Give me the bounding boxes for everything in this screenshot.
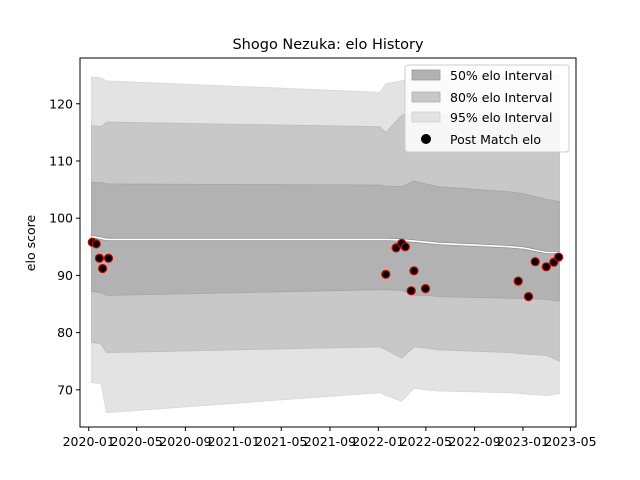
post-match-elo-point <box>420 284 431 294</box>
post-match-elo-point <box>103 253 114 263</box>
legend-marker-post-match <box>421 134 431 144</box>
legend-label-50: 50% elo Interval <box>450 68 552 83</box>
y-tick-label: 120 <box>49 96 73 111</box>
legend-swatch-95 <box>411 111 441 123</box>
band-50-interval <box>91 180 560 302</box>
x-tick-label: 2023-01 <box>497 434 549 449</box>
mean-elo-line <box>91 235 560 254</box>
y-tick-label: 70 <box>57 382 73 397</box>
legend-swatch-50 <box>411 69 441 81</box>
post-match-elo-point <box>513 276 523 286</box>
x-tick-label: 2022-01 <box>352 434 404 449</box>
legend-frame <box>404 64 570 153</box>
axes-frame <box>79 57 577 428</box>
post-match-elo-point <box>97 263 108 274</box>
plot-area <box>87 74 564 414</box>
x-tick-label: 2021-01 <box>208 434 260 449</box>
legend-label-post-match: Post Match elo <box>450 132 541 147</box>
legend-swatch-80 <box>411 91 441 103</box>
x-tick-label: 2020-01 <box>63 434 115 449</box>
chart-title: Shogo Nezuka: elo History <box>232 37 423 53</box>
legend: 50% elo Interval 80% elo Interval 95% el… <box>404 64 570 153</box>
x-axis: 2020-012020-052020-092021-012021-052021-… <box>63 427 597 449</box>
legend-label-95: 95% elo Interval <box>450 110 552 125</box>
post-match-elo-point <box>94 253 105 263</box>
y-axis: 70 80 90 100 110 120 <box>49 96 80 397</box>
post-match-elo-point <box>530 257 540 267</box>
x-tick-label: 2022-09 <box>448 434 500 449</box>
x-tick-label: 2020-05 <box>111 434 163 449</box>
y-axis-label: elo score <box>23 215 38 272</box>
post-match-elo-point <box>406 286 416 296</box>
post-match-elo-point <box>541 262 551 272</box>
y-tick-label: 110 <box>49 153 73 168</box>
legend-label-80: 80% elo Interval <box>450 90 552 105</box>
x-tick-label: 2023-05 <box>544 434 596 449</box>
post-match-elo-point <box>91 239 101 249</box>
x-tick-label: 2020-09 <box>159 434 211 449</box>
post-match-elo-point <box>523 292 534 302</box>
post-match-elo-point <box>409 266 419 276</box>
y-tick-label: 90 <box>57 268 73 283</box>
post-match-elo-point <box>400 242 410 252</box>
y-tick-label: 80 <box>57 325 73 340</box>
y-tick-label: 100 <box>49 211 73 226</box>
x-tick-label: 2022-05 <box>400 434 452 449</box>
post-match-elo-point <box>553 252 564 262</box>
x-tick-label: 2021-09 <box>304 434 356 449</box>
post-match-elo-point <box>381 269 391 279</box>
x-tick-label: 2021-05 <box>255 434 307 449</box>
